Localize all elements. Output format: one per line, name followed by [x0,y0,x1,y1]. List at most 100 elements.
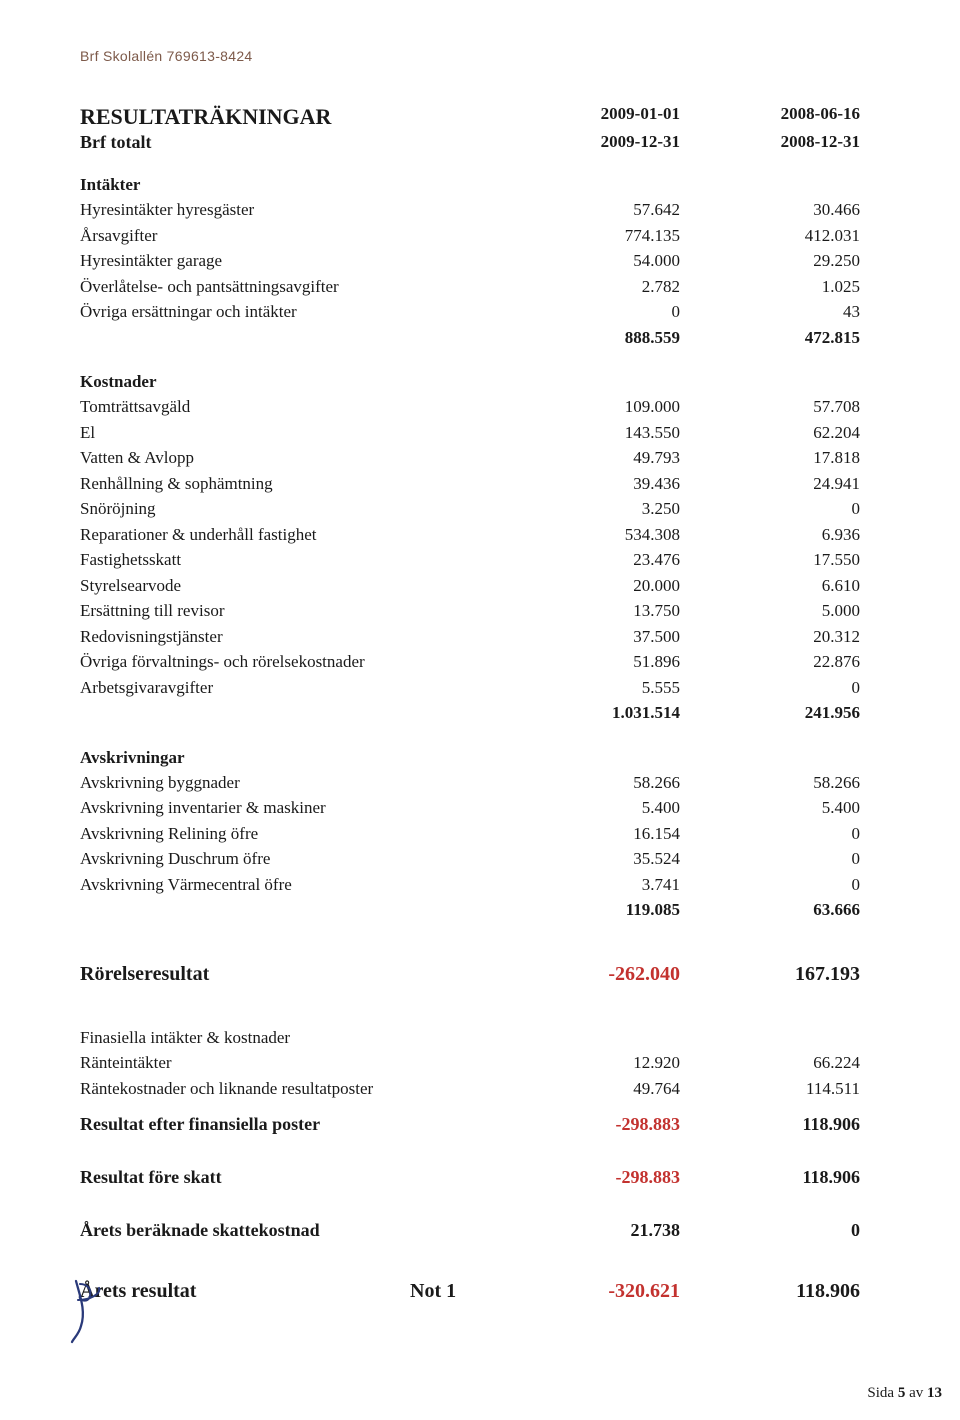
kostnader-c2: 20.312 [680,624,860,650]
intakter-c2: 43 [680,299,860,325]
kostnader-total: 1.031.514 241.956 [80,700,900,726]
period-col2-end: 2008-12-31 [680,132,860,153]
resultat-fore-skatt-c2: 118.906 [680,1164,860,1191]
resultat-fore-skatt-row: Resultat före skatt -298.883 118.906 [80,1164,900,1191]
kostnader-label: Övriga förvaltnings- och rörelsekostnade… [80,649,500,675]
kostnader-label: Arbetsgivaravgifter [80,675,500,701]
kostnader-c1: 13.750 [500,598,680,624]
page: Brf Skolallén 769613-8424 RESULTATRÄKNIN… [0,0,960,1420]
kostnader-row: Tomträttsavgäld109.00057.708 [80,394,900,420]
signature-icon [66,1276,116,1344]
kostnader-row: Snöröjning3.2500 [80,496,900,522]
finans-c1: 49.764 [500,1076,680,1102]
intakter-c1: 57.642 [500,197,680,223]
kostnader-c2: 0 [680,675,860,701]
kostnader-label: Snöröjning [80,496,500,522]
finans-c2: 66.224 [680,1050,860,1076]
arets-resultat-label: Årets resultat [80,1280,410,1303]
rorelseresultat-row: Rörelseresultat -262.040 167.193 [80,959,900,989]
kostnader-row: Redovisningstjänster37.50020.312 [80,624,900,650]
page-subtitle: Brf totalt [80,132,500,153]
intakter-total: 888.559 472.815 [80,325,900,351]
kostnader-total-c1: 1.031.514 [500,700,680,726]
kostnader-label: Tomträttsavgäld [80,394,500,420]
intakter-label: Övriga ersättningar och intäkter [80,299,500,325]
section-finans: Ränteintäkter12.92066.224Räntekostnader … [80,1050,900,1101]
kostnader-c1: 23.476 [500,547,680,573]
intakter-row: Övriga ersättningar och intäkter043 [80,299,900,325]
section-intakter: Hyresintäkter hyresgäster57.64230.466Års… [80,197,900,325]
kostnader-label: Redovisningstjänster [80,624,500,650]
intakter-c1: 0 [500,299,680,325]
intakter-label: Hyresintäkter hyresgäster [80,197,500,223]
intakter-c2: 29.250 [680,248,860,274]
avskrivningar-c2: 0 [680,821,860,847]
avskrivningar-total: 119.085 63.666 [80,897,900,923]
intakter-row: Hyresintäkter hyresgäster57.64230.466 [80,197,900,223]
intakter-total-c2: 472.815 [680,325,860,351]
kostnader-c1: 5.555 [500,675,680,701]
resultat-fore-skatt-c1: -298.883 [500,1164,680,1191]
arets-resultat-row: Årets resultat Not 1 -320.621 118.906 [80,1280,900,1303]
section-kostnader: Tomträttsavgäld109.00057.708El143.55062.… [80,394,900,700]
section-heading-intakter: Intäkter [80,175,900,195]
footer-total: 13 [927,1385,942,1401]
skatt-c1: 21.738 [500,1217,680,1244]
kostnader-row: Fastighetsskatt23.47617.550 [80,547,900,573]
kostnader-c1: 109.000 [500,394,680,420]
avskrivningar-row: Avskrivning inventarier & maskiner5.4005… [80,795,900,821]
finans-heading-row: Finasiella intäkter & kostnader [80,1025,900,1051]
avskrivningar-c2: 58.266 [680,770,860,796]
intakter-label: Årsavgifter [80,223,500,249]
rorelseresultat-c1: -262.040 [500,959,680,989]
period-col1-start: 2009-01-01 [500,104,680,130]
kostnader-c2: 57.708 [680,394,860,420]
kostnader-row: Reparationer & underhåll fastighet534.30… [80,522,900,548]
resultat-fore-skatt-label: Resultat före skatt [80,1164,500,1191]
kostnader-label: Vatten & Avlopp [80,445,500,471]
avskrivningar-c1: 3.741 [500,872,680,898]
arets-resultat-c2: 118.906 [680,1280,860,1303]
intakter-row: Årsavgifter774.135412.031 [80,223,900,249]
intakter-row: Hyresintäkter garage54.00029.250 [80,248,900,274]
kostnader-label: El [80,420,500,446]
avskrivningar-label: Avskrivning Relining öfre [80,821,500,847]
org-header: Brf Skolallén 769613-8424 [80,48,900,64]
kostnader-row: Övriga förvaltnings- och rörelsekostnade… [80,649,900,675]
avskrivningar-total-c2: 63.666 [680,897,860,923]
intakter-c2: 1.025 [680,274,860,300]
kostnader-c2: 17.818 [680,445,860,471]
avskrivningar-label: Avskrivning byggnader [80,770,500,796]
avskrivningar-c2: 5.400 [680,795,860,821]
intakter-c1: 774.135 [500,223,680,249]
finans-label: Räntekostnader och liknande resultatpost… [80,1076,500,1102]
avskrivningar-c1: 16.154 [500,821,680,847]
title-row: RESULTATRÄKNINGAR 2009-01-01 2008-06-16 [80,104,900,130]
kostnader-c2: 5.000 [680,598,860,624]
finans-label: Ränteintäkter [80,1050,500,1076]
avskrivningar-row: Avskrivning Relining öfre16.1540 [80,821,900,847]
subtitle-row: Brf totalt 2009-12-31 2008-12-31 [80,132,900,153]
kostnader-c2: 22.876 [680,649,860,675]
kostnader-c2: 62.204 [680,420,860,446]
intakter-label: Överlåtelse- och pantsättningsavgifter [80,274,500,300]
rorelseresultat-label: Rörelseresultat [80,959,500,989]
intakter-c1: 54.000 [500,248,680,274]
avskrivningar-c2: 0 [680,872,860,898]
kostnader-c2: 6.610 [680,573,860,599]
avskrivningar-c1: 35.524 [500,846,680,872]
resultat-efter-finans-row: Resultat efter finansiella poster -298.8… [80,1111,900,1138]
avskrivningar-row: Avskrivning Duschrum öfre35.5240 [80,846,900,872]
page-footer: Sida 5 av 13 [867,1385,942,1402]
avskrivningar-label: Avskrivning Värmecentral öfre [80,872,500,898]
kostnader-row: Styrelsearvode20.0006.610 [80,573,900,599]
finans-row: Räntekostnader och liknande resultatpost… [80,1076,900,1102]
kostnader-total-c2: 241.956 [680,700,860,726]
arets-resultat-c1: -320.621 [500,1280,680,1303]
kostnader-label: Renhållning & sophämtning [80,471,500,497]
kostnader-c2: 24.941 [680,471,860,497]
arets-resultat-note: Not 1 [410,1280,500,1303]
period-col1-end: 2009-12-31 [500,132,680,153]
kostnader-c1: 37.500 [500,624,680,650]
kostnader-label: Fastighetsskatt [80,547,500,573]
